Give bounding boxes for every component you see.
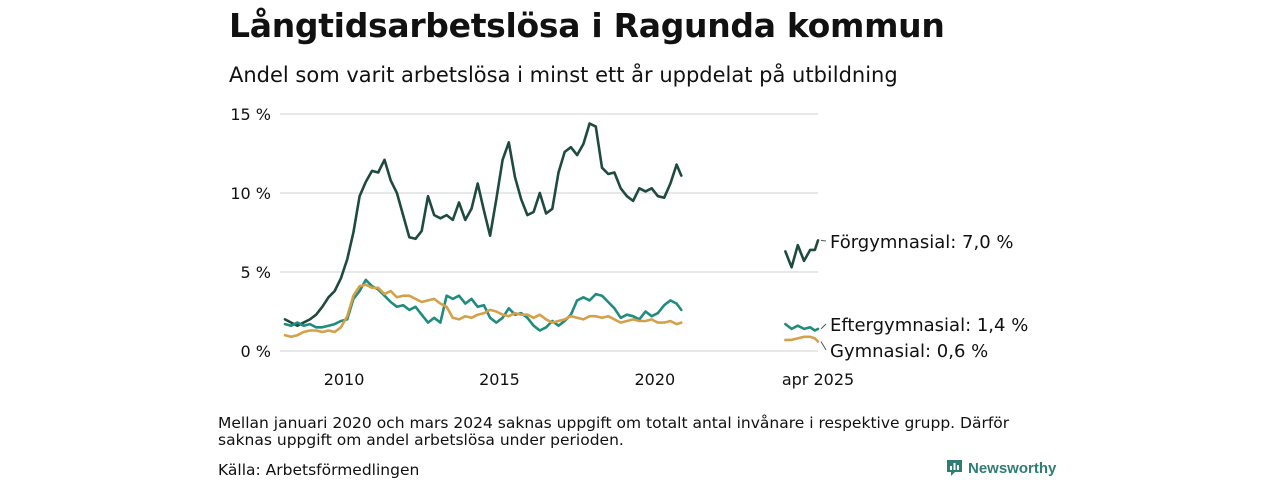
- series-line-gymnasial: [283, 283, 683, 339]
- x-tick-label: 2015: [479, 370, 520, 389]
- line-chart: 15 % 10 % 5 % 0 % 2010 2015 2020 apr 2025 Förg…: [230, 105, 1028, 389]
- source-note: Källa: Arbetsförmedlingen: [218, 461, 420, 479]
- series-line-gymnasial: [784, 335, 820, 343]
- series-line-förgymnasial: [784, 239, 820, 269]
- footnote: Mellan januari 2020 och mars 2024 saknas…: [218, 414, 1010, 449]
- y-tick-label: 0 %: [241, 342, 271, 361]
- series-lines: [283, 122, 820, 343]
- series-line-förgymnasial: [283, 122, 683, 327]
- series-line-eftergymnasial: [784, 322, 820, 332]
- x-tick-label: 2010: [324, 370, 365, 389]
- chart-title: Långtidsarbetslösa i Ragunda kommun: [229, 6, 945, 45]
- y-axis: 15 % 10 % 5 % 0 %: [230, 105, 271, 361]
- label-leader-line: [820, 323, 827, 330]
- brand-logo: Newsworthy: [946, 459, 1056, 477]
- brand-name: Newsworthy: [968, 459, 1057, 477]
- y-tick-label: 10 %: [230, 184, 271, 203]
- x-tick-label: 2020: [634, 370, 675, 389]
- y-tick-label: 5 %: [241, 263, 271, 282]
- newsworthy-logo-icon: [947, 460, 962, 476]
- label-leader-line: [820, 341, 827, 351]
- end-label-förgymnasial: Förgymnasial: 7,0 %: [830, 232, 1014, 253]
- end-label-gymnasial: Gymnasial: 0,6 %: [830, 341, 988, 362]
- x-tick-label: apr 2025: [782, 370, 854, 389]
- series-end-labels: Förgymnasial: 7,0 % Eftergymnasial: 1,4 %…: [820, 232, 1028, 362]
- label-leader-line: [820, 239, 827, 242]
- x-axis: 2010 2015 2020 apr 2025: [324, 370, 854, 389]
- chart-subtitle: Andel som varit arbetslösa i minst ett å…: [229, 63, 898, 87]
- grid-lines: [280, 113, 818, 352]
- y-tick-label: 15 %: [230, 105, 271, 124]
- end-label-eftergymnasial: Eftergymnasial: 1,4 %: [830, 315, 1028, 336]
